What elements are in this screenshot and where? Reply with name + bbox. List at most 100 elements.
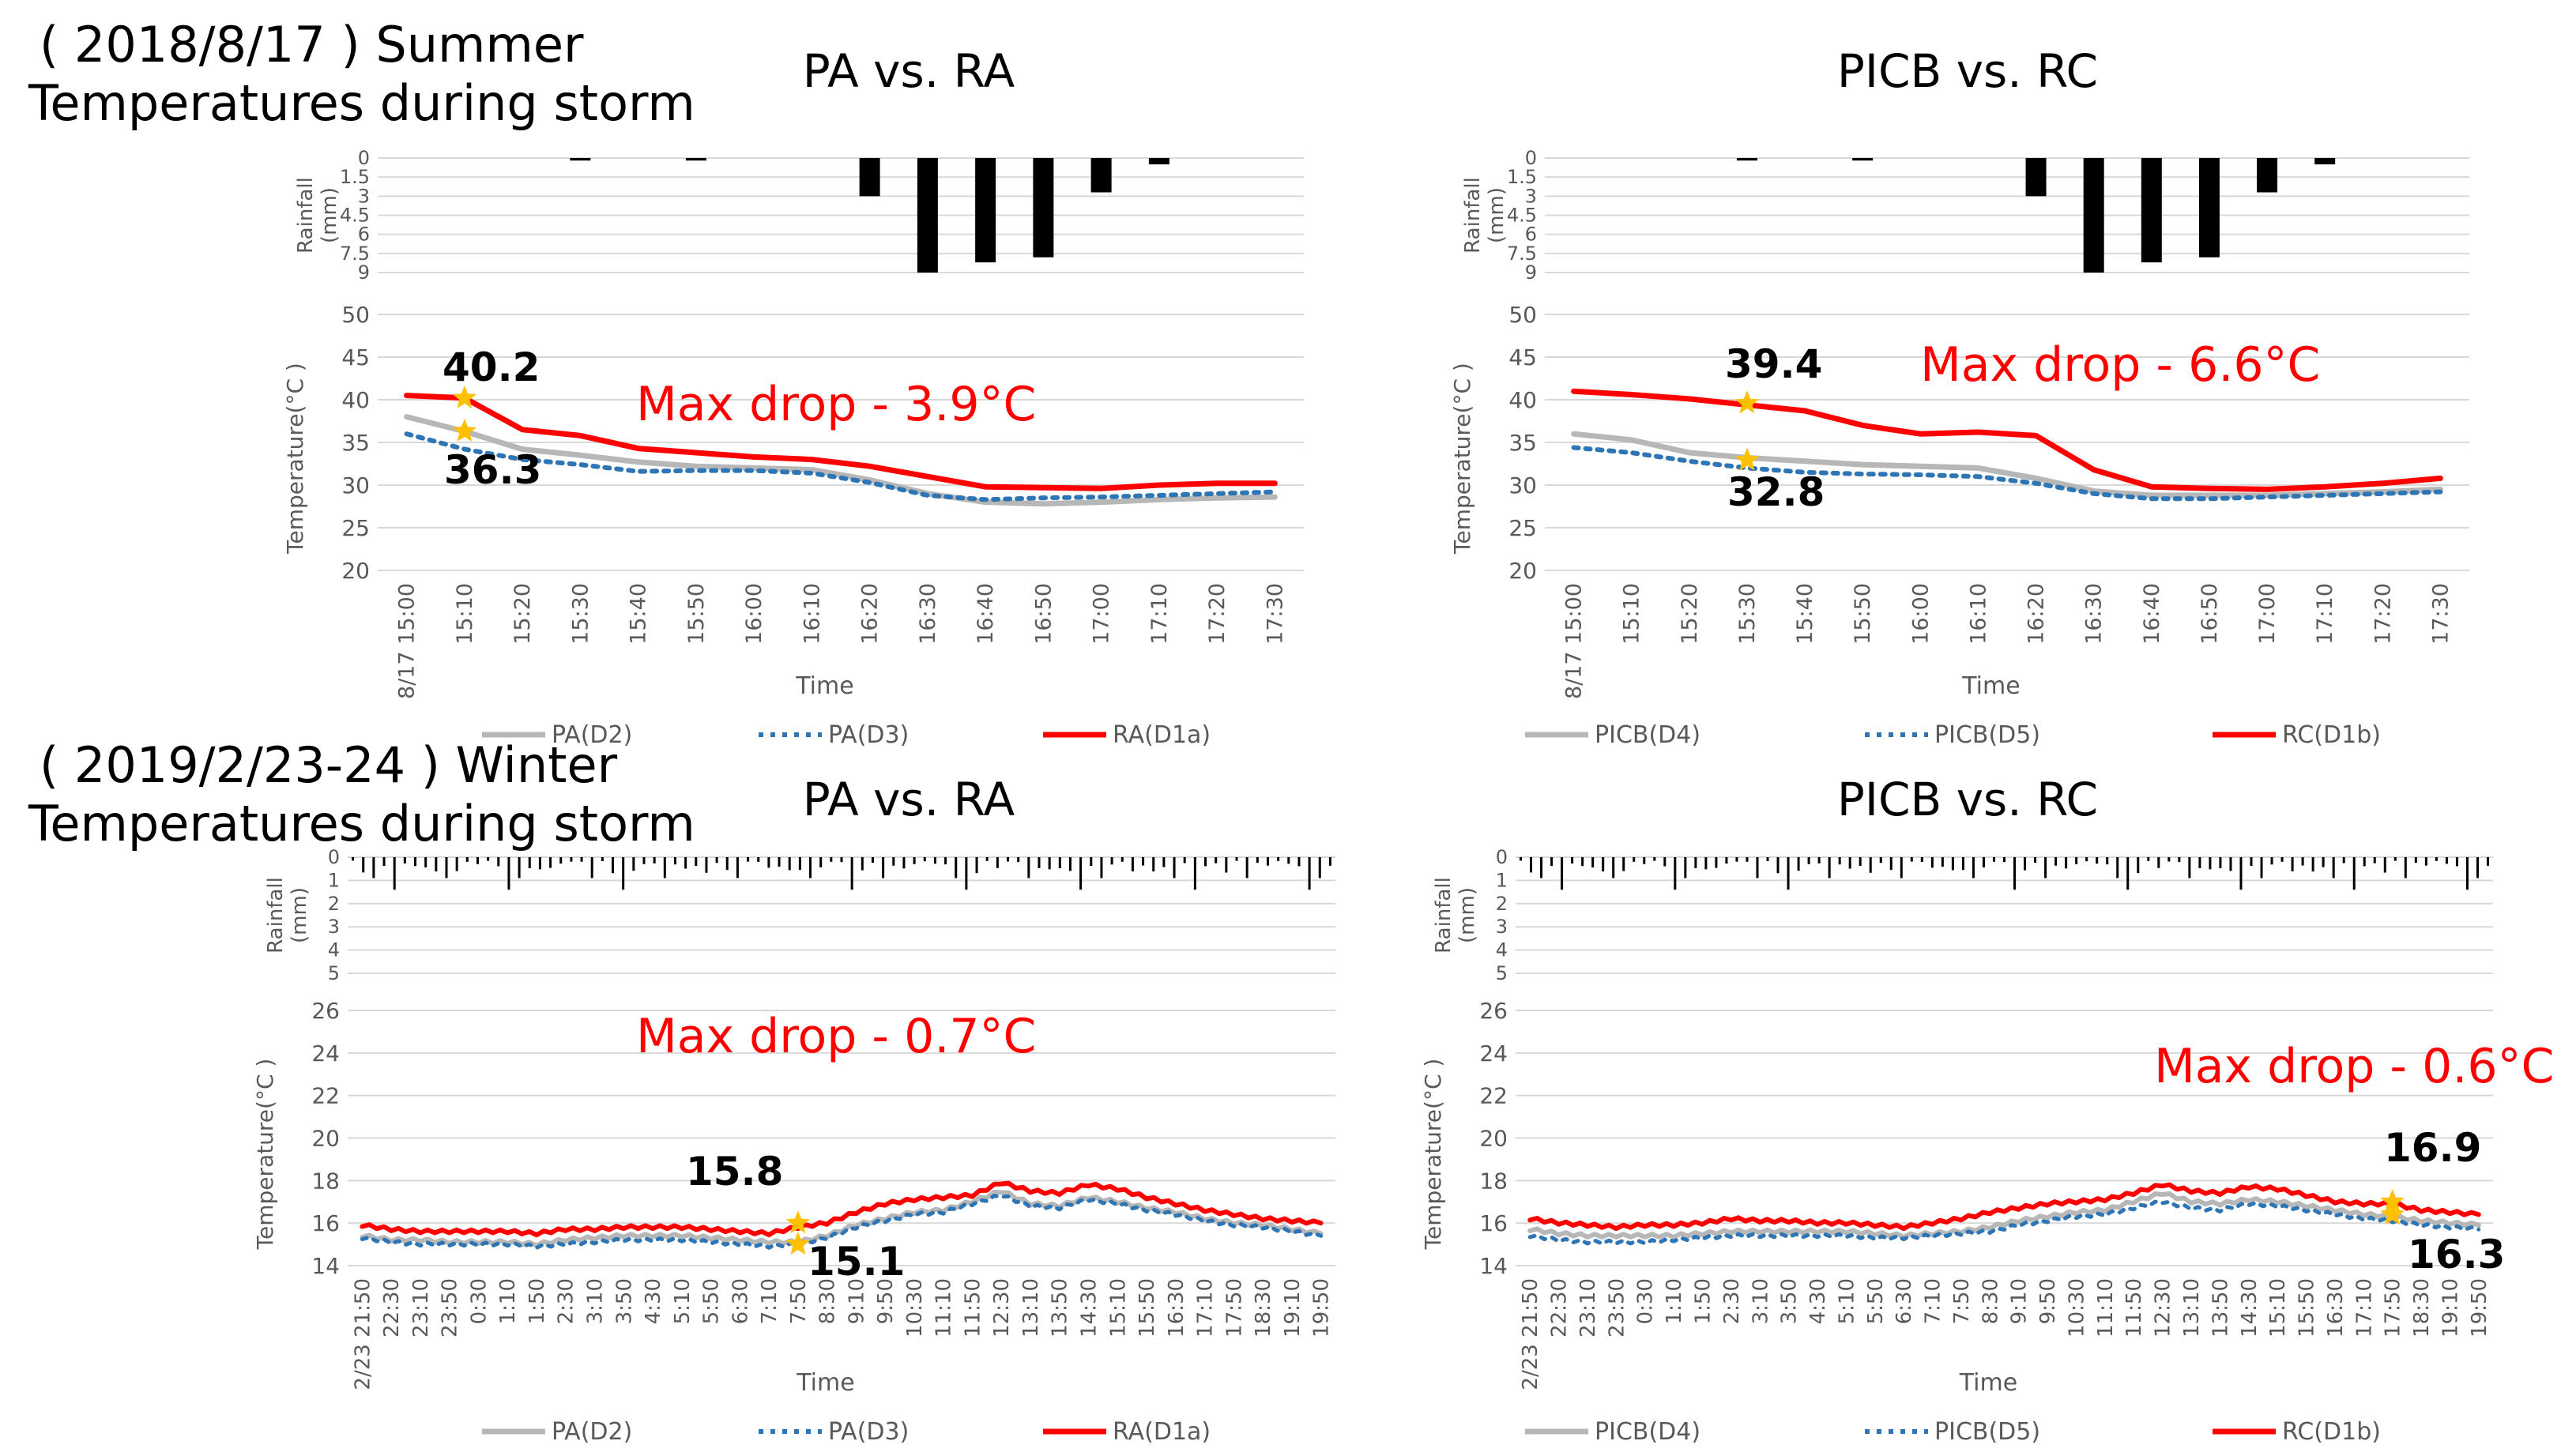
rainfall-bar [2435, 857, 2438, 861]
rainfall-bar [788, 857, 791, 871]
x-tick-label: 13:50 [1049, 1278, 1072, 1337]
x-tick-label: 5:50 [700, 1278, 724, 1324]
x-tick-label: 14:30 [2238, 1278, 2262, 1337]
temperature-tick-label: 30 [1508, 472, 1537, 499]
series-line-PA(D3) [404, 431, 1278, 502]
rainfall-bar [1602, 857, 1605, 872]
rainfall-tick-label: 3 [358, 185, 370, 207]
rainfall-bar [1663, 857, 1667, 867]
x-tick-label: 1:50 [525, 1278, 549, 1324]
rainfall-bar [1318, 857, 1321, 878]
temperature-tick-label: 25 [341, 515, 370, 541]
rainfall-tick-label: 1.5 [1507, 166, 1537, 188]
chart-title: PA vs. RA [803, 44, 1015, 98]
x-tick-label: 16:10 [800, 583, 824, 645]
rainfall-bar [1920, 857, 1923, 862]
rainfall-bar [1550, 857, 1554, 867]
x-tick-label: 15:20 [1678, 583, 1702, 645]
rainfall-bar [1941, 857, 1944, 867]
winter-section-title-line1: ( 2019/2/23-24 ) Winter [40, 736, 618, 794]
rainfall-bar [1038, 857, 1041, 868]
rainfall-bar [1225, 857, 1228, 873]
x-tick-label: 17:10 [1147, 583, 1172, 645]
series-line-RA(D1a) [404, 393, 1278, 491]
x-tick-label: 15:40 [1793, 583, 1817, 645]
rainfall-bar [1235, 857, 1238, 861]
legend-label: RA(D1a) [1113, 1418, 1211, 1446]
rainfall-tick-label: 5 [328, 962, 340, 984]
rainfall-bar [2013, 857, 2017, 890]
rainfall-bar [549, 857, 552, 868]
x-tick-label: 15:50 [684, 583, 709, 645]
x-tick-label: 15:50 [2295, 1278, 2319, 1337]
rainfall-bar [2455, 857, 2458, 867]
x-tick-label: 19:10 [2439, 1278, 2462, 1337]
rainfall-bar [1735, 857, 1738, 862]
rainfall-bar [632, 857, 635, 871]
legend-label: PICB(D4) [1595, 1418, 1700, 1446]
rainfall-bar [1900, 857, 1903, 878]
rainfall-bar [1090, 158, 1112, 193]
x-tick-label: 17:10 [1194, 1278, 1218, 1337]
rainfall-bar [1817, 857, 1821, 863]
temperature-tick-label: 16 [1479, 1210, 1508, 1236]
x-tick-label: 15:30 [1735, 583, 1760, 645]
rainfall-bar [2167, 857, 2171, 862]
rainfall-bar [1297, 857, 1301, 867]
rainfall-bar [590, 857, 593, 878]
rainfall-bar [393, 857, 396, 890]
rainfall-bar [917, 158, 938, 273]
rainfall-bar [612, 857, 615, 874]
rainfall-bar [2363, 857, 2366, 867]
x-tick-label: 7:10 [758, 1278, 781, 1324]
rainfall-bar [2486, 857, 2489, 866]
x-tick-label: 18:30 [2410, 1278, 2434, 1337]
rainfall-bar [1961, 857, 1964, 871]
rainfall-bar [1715, 857, 1718, 868]
rainfall-bar [747, 857, 750, 862]
rainfall-bar [975, 857, 978, 874]
legend-label: RA(D1a) [1113, 721, 1211, 749]
rainfall-bar [2476, 857, 2479, 878]
x-axis-label: Time [1961, 672, 2020, 700]
x-tick-label: 10:30 [903, 1278, 927, 1337]
rainfall-bar [2003, 857, 2005, 863]
rainfall-bar [2404, 857, 2407, 878]
annotation-low-value: 15.1 [808, 1239, 905, 1285]
temperature-tick-label: 22 [1479, 1083, 1508, 1109]
x-tick-label: 7:50 [787, 1278, 811, 1324]
temperature-tick-label: 50 [1508, 302, 1537, 328]
x-tick-label: 11:10 [932, 1278, 956, 1337]
rainfall-bar [1951, 857, 1954, 871]
rainfall-bar [2083, 158, 2104, 273]
x-tick-label: 17:50 [1222, 1278, 1246, 1337]
x-tick-label: 23:50 [439, 1278, 462, 1337]
x-tick-label: 17:00 [2255, 583, 2280, 645]
temperature-tick-label: 16 [311, 1210, 340, 1236]
rainfall-bar [1328, 857, 1331, 866]
annotation-high-value: 16.9 [2384, 1125, 2481, 1171]
star-marker-high [452, 385, 477, 408]
x-tick-label: 3:50 [1778, 1278, 1802, 1324]
chart-title: PA vs. RA [803, 773, 1015, 826]
rainfall-bar [497, 857, 500, 867]
rainfall-tick-label: 1.5 [340, 166, 370, 188]
rainfall-tick-label: 0 [358, 147, 370, 169]
rainfall-tick-label: 4.5 [1507, 205, 1537, 227]
rainfall-axis-label-line: Rainfall [1432, 877, 1456, 954]
rainfall-bar [642, 857, 646, 864]
rainfall-bar [2085, 857, 2088, 862]
legend-label: PICB(D5) [1934, 1418, 2040, 1446]
rainfall-bar [414, 857, 417, 867]
rainfall-bar [1520, 857, 1523, 861]
rainfall-tick-label: 0 [328, 846, 340, 868]
rainfall-bar [861, 857, 864, 871]
x-tick-label: 16:40 [2140, 583, 2164, 645]
temperature-tick-label: 45 [341, 344, 370, 371]
rainfall-bar [2219, 857, 2222, 869]
star-marker-low [452, 419, 477, 442]
rainfall-bar [859, 158, 880, 197]
rainfall-bar [487, 857, 490, 861]
rainfall-bar [1930, 857, 1934, 868]
x-tick-label: 8/17 15:00 [395, 583, 420, 699]
